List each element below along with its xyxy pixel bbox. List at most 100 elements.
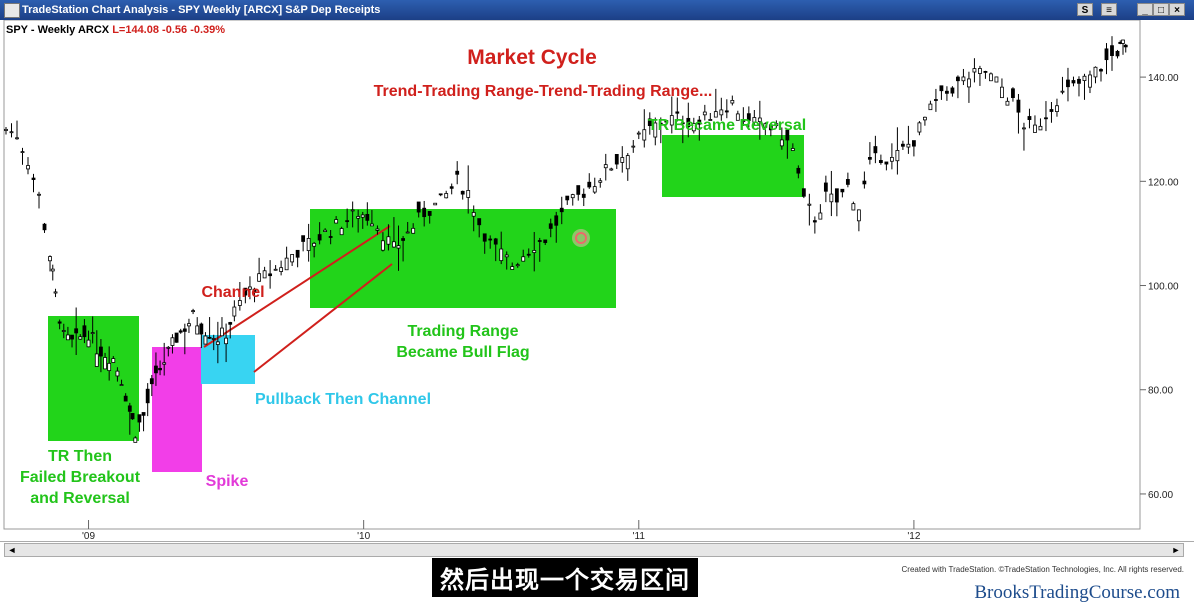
price-bar-body — [228, 322, 233, 325]
price-bar-body — [609, 168, 614, 171]
y-tick-label: 60.00 — [1148, 490, 1173, 501]
price-bar-body — [328, 236, 333, 238]
price-bar-body — [856, 209, 861, 222]
price-bar-body — [50, 268, 55, 272]
label-tr-failed-breakout: TR Then Failed Breakout and Reversal — [20, 448, 141, 507]
list-button[interactable]: ≡ — [1101, 3, 1117, 16]
chart-area[interactable]: SPY - Weekly ARCX L=144.08 -0.56 -0.39% … — [0, 20, 1194, 542]
price-bar-body — [82, 325, 87, 338]
price-bar-body — [598, 180, 603, 183]
minimize-button[interactable]: _ — [1137, 3, 1153, 16]
price-bar-body — [174, 332, 179, 343]
price-bar-body — [1055, 105, 1059, 112]
price-bar-body — [823, 182, 828, 192]
scroll-left-icon[interactable]: ◄ — [7, 545, 17, 555]
price-bar-body — [934, 99, 938, 101]
horizontal-scrollbar[interactable]: ◄ ► — [4, 543, 1184, 557]
price-bar-body — [972, 68, 977, 73]
y-axis-ticks: 60.00 80.00 100.00 120.00 140.00 — [1140, 73, 1179, 501]
price-bar-body — [504, 254, 509, 258]
price-bar-body — [576, 185, 581, 195]
price-bar-body — [411, 227, 416, 234]
price-bar-body — [262, 270, 267, 279]
s-button[interactable]: S — [1077, 3, 1093, 16]
price-bar-body — [592, 186, 597, 193]
x-tick-label: '11 — [633, 531, 646, 541]
price-bar-body — [1121, 39, 1125, 44]
price-bar-body — [306, 237, 311, 252]
price-bar-body — [548, 223, 553, 229]
close-button[interactable]: × — [1169, 3, 1185, 16]
price-bar-body — [334, 219, 339, 224]
price-bar-body — [686, 117, 691, 128]
price-bar-body — [339, 228, 344, 236]
price-bar-body — [207, 336, 212, 339]
price-bar-body — [237, 300, 242, 306]
price-bar-body — [416, 201, 421, 213]
price-bar-body — [141, 412, 146, 416]
price-bar-body — [829, 193, 834, 203]
price-bar-body — [554, 215, 559, 226]
price-bar-body — [603, 164, 608, 169]
price-bar-body — [1110, 45, 1114, 56]
scroll-right-icon[interactable]: ► — [1171, 545, 1181, 555]
price-bar-body — [614, 154, 619, 165]
x-tick-label: '12 — [907, 531, 920, 541]
price-bar-body — [812, 220, 817, 223]
price-bar-body — [149, 378, 154, 385]
price-bar-body — [939, 85, 944, 92]
price-bar-body — [923, 116, 927, 121]
price-bar-body — [1060, 90, 1065, 93]
price-bar-body — [785, 129, 790, 141]
last-price: L=144.08 — [112, 24, 159, 36]
price-bar-body — [900, 143, 905, 147]
price-bar-body — [543, 239, 548, 243]
price-bar-body — [1077, 78, 1081, 84]
price-bar-body — [840, 188, 845, 193]
price-bar-body — [620, 157, 625, 163]
price-bar-body — [774, 123, 779, 127]
label-pullback-then-channel: Pullback Then Channel — [255, 391, 431, 408]
spike-box — [152, 347, 202, 472]
price-bar-body — [1049, 109, 1054, 112]
price-bar-body — [884, 161, 889, 165]
price-bar-body — [123, 395, 128, 402]
price-bar-body — [1071, 80, 1076, 84]
price-bar-body — [53, 291, 58, 294]
price-bar-body — [133, 437, 138, 443]
price-bar-body — [199, 323, 204, 335]
price-bar-body — [154, 365, 158, 374]
price-bar-body — [878, 160, 883, 163]
price-bar-body — [537, 240, 542, 242]
price-bar-body — [647, 118, 652, 126]
price-bar-body — [195, 325, 200, 335]
price-bar-body — [375, 228, 380, 231]
price-bar-body — [284, 257, 289, 271]
maximize-button[interactable]: □ — [1153, 3, 1169, 16]
price-bar-body — [211, 338, 216, 340]
symbol-label: SPY - Weekly ARCX — [6, 24, 110, 36]
price-bar-body — [945, 90, 949, 94]
price-bar-body — [401, 238, 405, 241]
price-bar-body — [482, 233, 487, 242]
price-bar-body — [950, 87, 955, 94]
price-bar-body — [889, 157, 894, 162]
price-bar-body — [37, 193, 41, 196]
price-bar-body — [1011, 88, 1015, 98]
copyright-text: Created with TradeStation. ©TradeStation… — [901, 565, 1185, 574]
price-bar-body — [370, 223, 374, 227]
price-bar-body — [1016, 99, 1021, 113]
symbol-header: SPY - Weekly ARCX L=144.08 -0.56 -0.39% — [6, 24, 225, 36]
price-bar-body — [61, 330, 66, 332]
price-bar-body — [203, 335, 208, 345]
label-line: Trading Range — [407, 323, 518, 340]
price-bar-body — [559, 207, 564, 213]
price-bar-body — [1044, 117, 1048, 120]
price-bar-body — [57, 321, 62, 324]
price-bar-body — [20, 151, 25, 153]
price-bar-body — [983, 71, 988, 73]
tr-failed-breakout-box — [48, 316, 139, 441]
price-bar-body — [162, 362, 167, 365]
price-bar-body — [392, 241, 396, 248]
price-bar-body — [74, 328, 79, 334]
